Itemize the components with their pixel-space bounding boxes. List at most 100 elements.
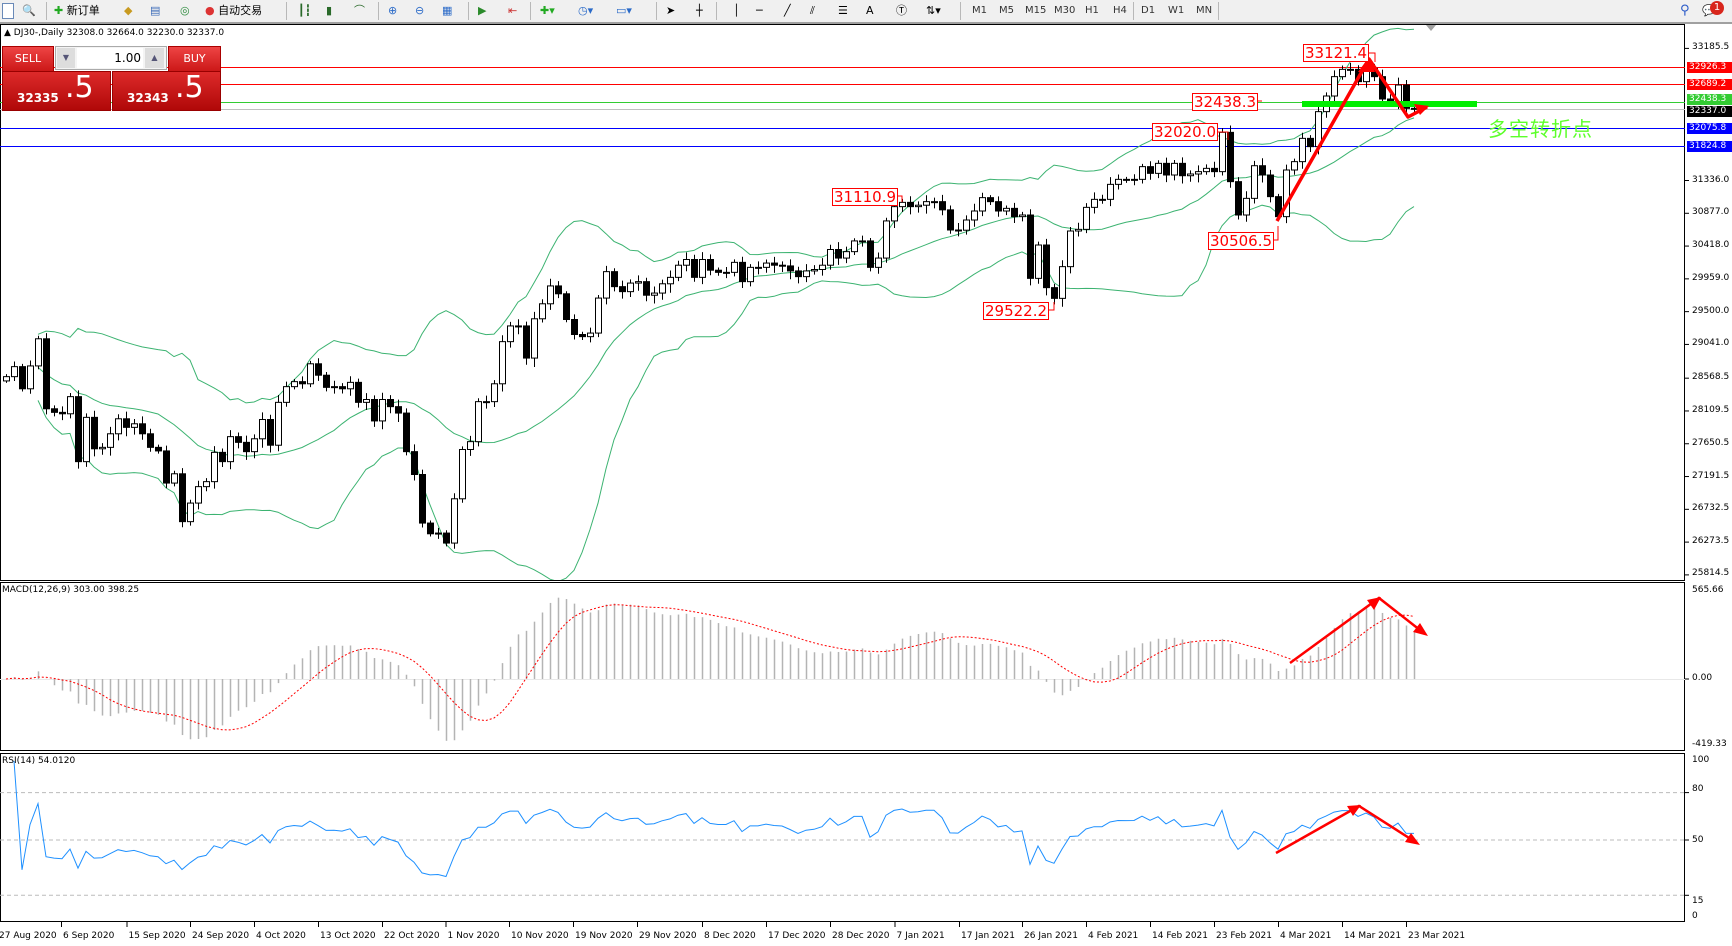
new-order-button[interactable]: ✚ 新订单: [54, 2, 100, 20]
candle-bull: [587, 332, 594, 338]
pivot-zone-bar[interactable]: [1302, 101, 1477, 107]
trend-arrows-main[interactable]: [1275, 57, 1428, 222]
buy-button[interactable]: BUY: [168, 46, 221, 72]
price-label-jan-high[interactable]: 31110.9: [832, 188, 899, 206]
price-label-mar-low[interactable]: 30506.5: [1208, 232, 1275, 250]
arrow-head-icon: [1358, 57, 1375, 72]
auto-trade-button[interactable]: ● 自动交易: [205, 2, 262, 20]
candle-bear: [1235, 181, 1242, 216]
sell-button[interactable]: SELL: [2, 46, 54, 72]
navigator-icon[interactable]: ◎: [180, 4, 190, 17]
horizontal-line-icon[interactable]: ─: [756, 4, 763, 17]
timeframe-w1[interactable]: W1: [1168, 5, 1185, 16]
sell-price-main: 32335: [17, 91, 59, 105]
buy-price-box[interactable]: 32343 .5: [112, 70, 221, 111]
zoom-properties-icon[interactable]: 🔍: [22, 4, 36, 17]
bar-chart-icon[interactable]: ┃┇: [298, 4, 312, 17]
notification-badge[interactable]: 1: [1710, 1, 1724, 15]
templates-icon[interactable]: ▭▾: [616, 4, 632, 17]
trend-arrows-macd[interactable]: [1289, 596, 1426, 665]
text-label-icon[interactable]: Ⓣ: [896, 4, 907, 17]
symbol-timeframe: DJ30-,Daily: [13, 28, 64, 38]
candle-bear: [947, 209, 954, 231]
timeframe-m15[interactable]: M15: [1025, 5, 1047, 16]
vertical-line-icon[interactable]: │: [733, 4, 740, 17]
trendline-icon[interactable]: ╱: [784, 4, 791, 17]
equidistant-channel-icon[interactable]: ⫽: [810, 4, 815, 17]
timeframe-m1[interactable]: M1: [972, 5, 987, 16]
sell-price-box[interactable]: 32335 .5: [2, 70, 111, 111]
lot-size-input[interactable]: 1.00: [77, 48, 143, 68]
data-window-icon[interactable]: ▤: [150, 4, 161, 17]
auto-scroll-icon[interactable]: ▶: [478, 4, 487, 17]
date-tick-label: 10 Nov 2020: [511, 931, 569, 941]
lot-increase-icon[interactable]: ▲: [145, 48, 164, 68]
rsi-tick-50: 50: [1692, 835, 1704, 845]
candle-bull: [875, 257, 882, 268]
chart-window-icon[interactable]: [2, 3, 14, 19]
hline-price-box: 32337.0: [1687, 105, 1732, 117]
candle-bull: [1339, 68, 1346, 78]
market-watch-icon[interactable]: ◆: [124, 4, 133, 17]
candle-bear: [563, 293, 570, 320]
zoom-in-icon[interactable]: ⊕: [388, 4, 398, 17]
line-chart-icon[interactable]: ⌒: [354, 4, 365, 17]
lot-decrease-icon[interactable]: ▼: [57, 48, 75, 68]
tile-windows-icon[interactable]: ▦: [442, 4, 453, 17]
lot-size-stepper[interactable]: ▼ 1.00 ▲: [55, 46, 167, 70]
candle-bull: [539, 303, 546, 320]
price-label-jan-low[interactable]: 29522.2: [983, 302, 1050, 320]
candle-bull: [67, 396, 74, 415]
candle-bull: [483, 401, 490, 404]
candle-bear: [139, 423, 146, 435]
indicators-icon[interactable]: ✚▾: [540, 4, 555, 17]
timeframe-d1[interactable]: D1: [1141, 5, 1156, 16]
crosshair-icon[interactable]: ┼: [696, 4, 703, 17]
periods-clock-icon[interactable]: ◷▾: [578, 4, 594, 17]
axis-ticks: [61, 47, 1689, 927]
candle-bear: [387, 399, 394, 408]
chart-shift-marker-icon[interactable]: [1426, 25, 1436, 31]
candle-bull: [651, 292, 658, 296]
candle-bull: [1347, 68, 1354, 71]
timeframe-h4[interactable]: H4: [1113, 5, 1127, 16]
date-tick-label: 23 Feb 2021: [1216, 931, 1273, 941]
candle-bull: [699, 259, 706, 278]
bollinger-bands: [37, 27, 1415, 580]
cursor-icon[interactable]: ➤: [666, 4, 676, 17]
candle-bull: [451, 498, 458, 544]
toolbar-separator: [656, 2, 657, 20]
zoom-out-icon[interactable]: ⊖: [415, 4, 425, 17]
hline-price-box: 32689.2: [1687, 78, 1732, 90]
candle-bull: [811, 269, 818, 272]
candle-bull: [275, 401, 282, 446]
timeframe-h1[interactable]: H1: [1085, 5, 1099, 16]
search-icon[interactable]: ⚲: [1680, 3, 1690, 18]
rsi-panel-frame[interactable]: [0, 753, 1685, 922]
macd-tick-max: 565.66: [1692, 585, 1724, 595]
collapse-triangle-icon[interactable]: ▲: [4, 28, 11, 38]
candle-bull: [491, 383, 498, 403]
candlestick-icon[interactable]: ▮: [326, 4, 333, 17]
arrows-icon[interactable]: ⇅▾: [926, 4, 941, 17]
chart-shift-icon[interactable]: ⇤: [508, 4, 518, 17]
date-tick-label: 8 Dec 2020: [704, 931, 756, 941]
price-label-pivot[interactable]: 32438.3: [1192, 93, 1259, 111]
candle-bull: [547, 285, 554, 305]
candle-bull: [683, 259, 690, 266]
timeframe-m30[interactable]: M30: [1054, 5, 1076, 16]
timeframe-mn[interactable]: MN: [1196, 5, 1213, 16]
candle-bear: [355, 381, 362, 403]
candle-bull: [195, 486, 202, 504]
candle-bear: [219, 451, 226, 463]
macd-panel-frame[interactable]: [0, 582, 1685, 751]
price-label-resistance[interactable]: 32020.0: [1152, 123, 1219, 141]
fibonacci-icon[interactable]: ☰: [838, 4, 848, 17]
candle-bull: [803, 270, 810, 278]
bull-bear-turning-point-note[interactable]: 多空转折点: [1488, 117, 1593, 141]
price-label-high[interactable]: 33121.4: [1303, 44, 1370, 62]
text-icon[interactable]: A: [866, 4, 874, 17]
timeframe-m5[interactable]: M5: [999, 5, 1014, 16]
price-tick-label: 29959.0: [1692, 272, 1730, 283]
